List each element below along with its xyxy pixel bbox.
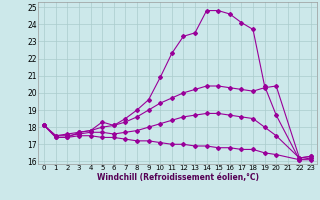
X-axis label: Windchill (Refroidissement éolien,°C): Windchill (Refroidissement éolien,°C) [97, 173, 259, 182]
